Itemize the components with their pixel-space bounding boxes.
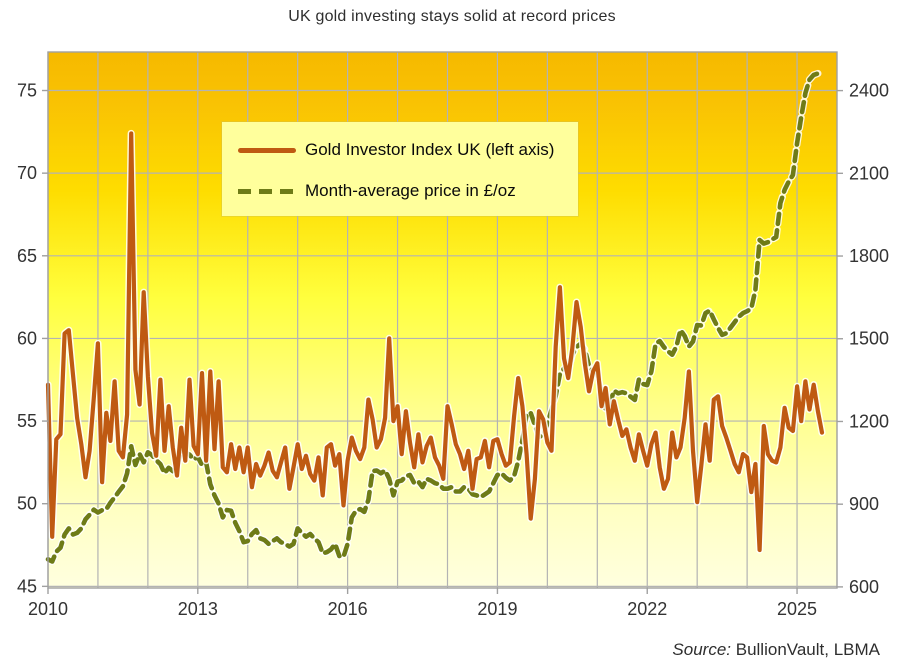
plot-border	[47, 51, 838, 589]
right-axis-tick-label: 600	[849, 577, 879, 597]
legend: Gold Investor Index UK (left axis) Month…	[222, 122, 578, 216]
left-axis-tick-label: 50	[17, 494, 37, 514]
left-axis-tick-label: 65	[17, 246, 37, 266]
solid-line-sample-icon	[238, 147, 296, 153]
right-axis-tick-label: 1200	[849, 411, 889, 431]
right-axis-tick-label: 900	[849, 494, 879, 514]
x-axis-tick-label: 2010	[28, 599, 68, 619]
legend-label-price: Month-average price in £/oz	[305, 181, 516, 200]
left-axis-tick-label: 75	[17, 81, 37, 101]
gold-investor-index-line	[45, 131, 825, 553]
source-label: Source:	[672, 640, 731, 659]
right-axis-tick-label: 1800	[849, 246, 889, 266]
right-axis-tick-label: 2100	[849, 163, 889, 183]
x-axis-tick-label: 2019	[477, 599, 517, 619]
dashed-line-sample-icon	[238, 188, 296, 194]
left-axis-tick-label: 45	[17, 576, 37, 596]
legend-item-price: Month-average price in £/oz	[238, 181, 516, 201]
x-axis-tick-label: 2022	[627, 599, 667, 619]
x-axis-tick-label: 2016	[328, 599, 368, 619]
right-axis-tick-label: 1500	[849, 329, 889, 349]
x-axis-tick-label: 2013	[178, 599, 218, 619]
legend-label-index: Gold Investor Index UK (left axis)	[305, 140, 555, 159]
x-axis-tick-label: 2025	[777, 599, 817, 619]
left-axis-tick-label: 60	[17, 328, 37, 348]
source-value: BullionVault, LBMA	[735, 640, 880, 659]
right-axis-tick-label: 2400	[849, 81, 889, 101]
left-axis-tick-label: 70	[17, 163, 37, 183]
chart-title: UK gold investing stays solid at record …	[288, 8, 616, 25]
left-axis-tick-label: 55	[17, 411, 37, 431]
source-note: Source: BullionVault, LBMA	[672, 640, 880, 660]
legend-item-index: Gold Investor Index UK (left axis)	[238, 140, 554, 160]
